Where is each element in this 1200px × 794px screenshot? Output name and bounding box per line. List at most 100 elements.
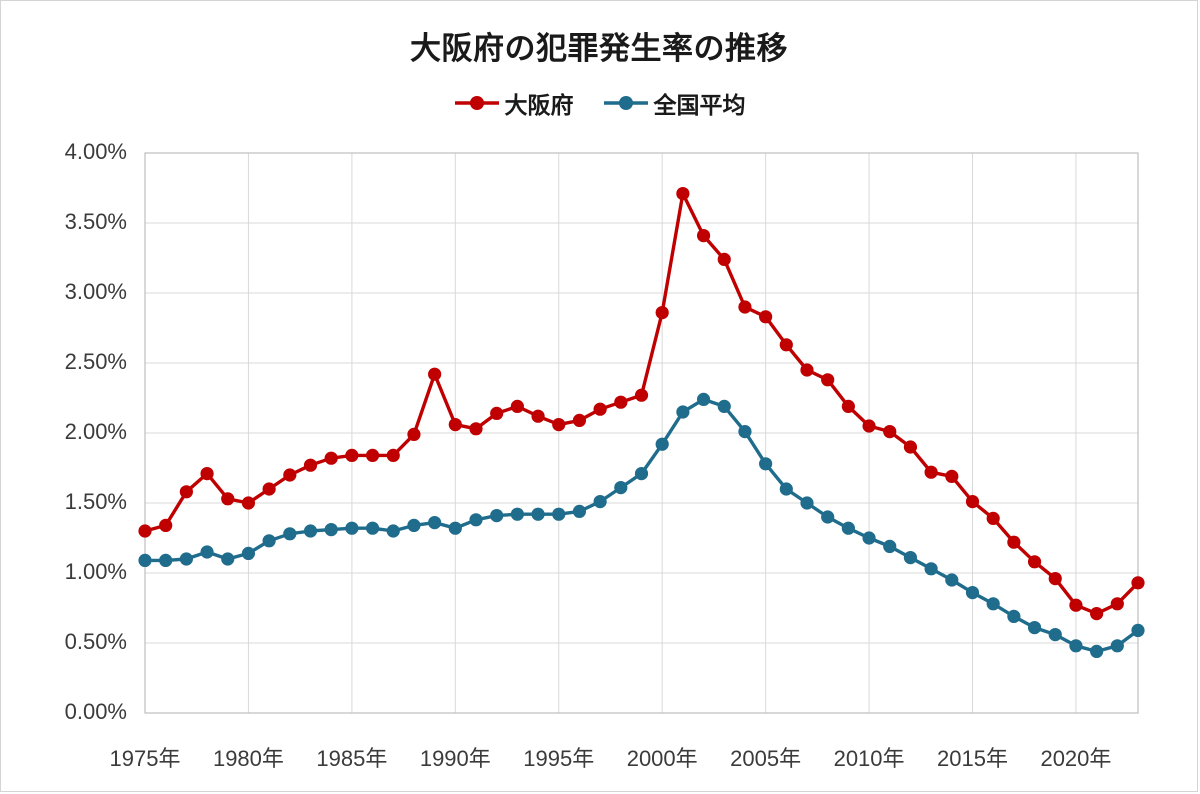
series-national-average[interactable] [138, 392, 1145, 659]
data-point[interactable] [1110, 639, 1124, 653]
series-osaka[interactable] [138, 187, 1145, 621]
data-point[interactable] [1027, 621, 1042, 635]
legend-item-national-average[interactable]: 全国平均 [602, 86, 746, 120]
data-point[interactable] [593, 402, 607, 416]
data-point[interactable] [593, 495, 607, 509]
data-point[interactable] [1090, 607, 1104, 621]
data-point[interactable] [159, 518, 173, 533]
data-point[interactable] [1007, 609, 1021, 624]
data-point[interactable] [345, 521, 359, 535]
data-point[interactable] [738, 300, 752, 314]
data-point[interactable] [945, 573, 959, 587]
data-point[interactable] [531, 507, 545, 521]
data-point[interactable] [407, 427, 421, 441]
data-point[interactable] [841, 521, 855, 535]
data-point[interactable] [800, 496, 814, 510]
data-point[interactable] [179, 552, 193, 566]
data-point[interactable] [821, 373, 835, 387]
data-point[interactable] [448, 418, 462, 432]
data-point[interactable] [241, 546, 256, 561]
data-point[interactable] [552, 418, 566, 432]
data-point[interactable] [221, 552, 235, 566]
data-point[interactable] [696, 229, 711, 243]
data-point[interactable] [779, 482, 793, 496]
data-point[interactable] [138, 553, 152, 568]
data-point[interactable] [324, 451, 338, 465]
data-point[interactable] [365, 521, 380, 535]
data-point[interactable] [1069, 598, 1083, 612]
data-point[interactable] [862, 419, 876, 433]
data-point[interactable] [759, 310, 773, 324]
data-point[interactable] [428, 516, 442, 530]
data-point[interactable] [883, 539, 897, 554]
data-point[interactable] [965, 586, 980, 600]
legend-item-osaka[interactable]: 大阪府 [453, 86, 574, 120]
data-point[interactable] [986, 511, 1000, 525]
data-point[interactable] [283, 468, 297, 482]
data-point[interactable] [1048, 628, 1062, 642]
data-point[interactable] [862, 531, 876, 545]
data-point[interactable] [179, 485, 193, 499]
data-point[interactable] [1090, 644, 1104, 659]
data-point[interactable] [262, 534, 276, 548]
data-point[interactable] [945, 469, 959, 483]
data-point[interactable] [241, 496, 256, 510]
data-point[interactable] [407, 518, 421, 533]
data-point[interactable] [510, 507, 524, 521]
data-point[interactable] [552, 507, 566, 521]
data-point[interactable] [1069, 639, 1083, 653]
data-point[interactable] [1131, 623, 1145, 638]
data-point[interactable] [924, 562, 938, 576]
data-point[interactable] [200, 545, 214, 559]
data-point[interactable] [717, 252, 731, 266]
data-point[interactable] [655, 306, 669, 320]
data-point[interactable] [1048, 572, 1062, 586]
data-point[interactable] [1007, 535, 1021, 549]
data-point[interactable] [469, 513, 483, 527]
data-point[interactable] [883, 425, 897, 439]
data-point[interactable] [386, 448, 400, 462]
data-point[interactable] [531, 409, 545, 423]
data-point[interactable] [138, 524, 152, 538]
data-point[interactable] [738, 425, 752, 439]
data-point[interactable] [1131, 576, 1145, 590]
data-point[interactable] [303, 458, 318, 472]
data-point[interactable] [283, 527, 297, 541]
data-point[interactable] [614, 395, 628, 409]
data-point[interactable] [634, 388, 649, 402]
data-point[interactable] [572, 413, 587, 427]
data-point[interactable] [469, 422, 483, 436]
data-point[interactable] [490, 508, 504, 523]
data-point[interactable] [986, 597, 1000, 611]
data-point[interactable] [510, 399, 524, 413]
data-point[interactable] [345, 448, 359, 462]
data-point[interactable] [821, 510, 835, 524]
data-point[interactable] [1027, 555, 1042, 569]
data-point[interactable] [324, 523, 338, 537]
data-point[interactable] [159, 553, 173, 568]
data-point[interactable] [262, 482, 276, 496]
data-point[interactable] [841, 399, 855, 413]
data-point[interactable] [965, 495, 980, 509]
data-point[interactable] [779, 338, 793, 352]
data-point[interactable] [759, 457, 773, 471]
data-point[interactable] [903, 440, 918, 454]
data-point[interactable] [800, 363, 814, 377]
data-point[interactable] [200, 467, 214, 481]
data-point[interactable] [903, 551, 918, 565]
data-point[interactable] [655, 437, 669, 451]
data-point[interactable] [490, 406, 504, 420]
data-point[interactable] [221, 492, 235, 506]
data-point[interactable] [365, 448, 380, 462]
data-point[interactable] [676, 187, 690, 201]
data-point[interactable] [303, 524, 318, 538]
data-point[interactable] [386, 524, 400, 538]
data-point[interactable] [428, 367, 442, 381]
data-point[interactable] [696, 392, 711, 406]
data-point[interactable] [717, 399, 731, 413]
data-point[interactable] [924, 465, 938, 479]
data-point[interactable] [614, 481, 628, 495]
data-point[interactable] [1110, 597, 1124, 611]
data-point[interactable] [634, 467, 649, 481]
